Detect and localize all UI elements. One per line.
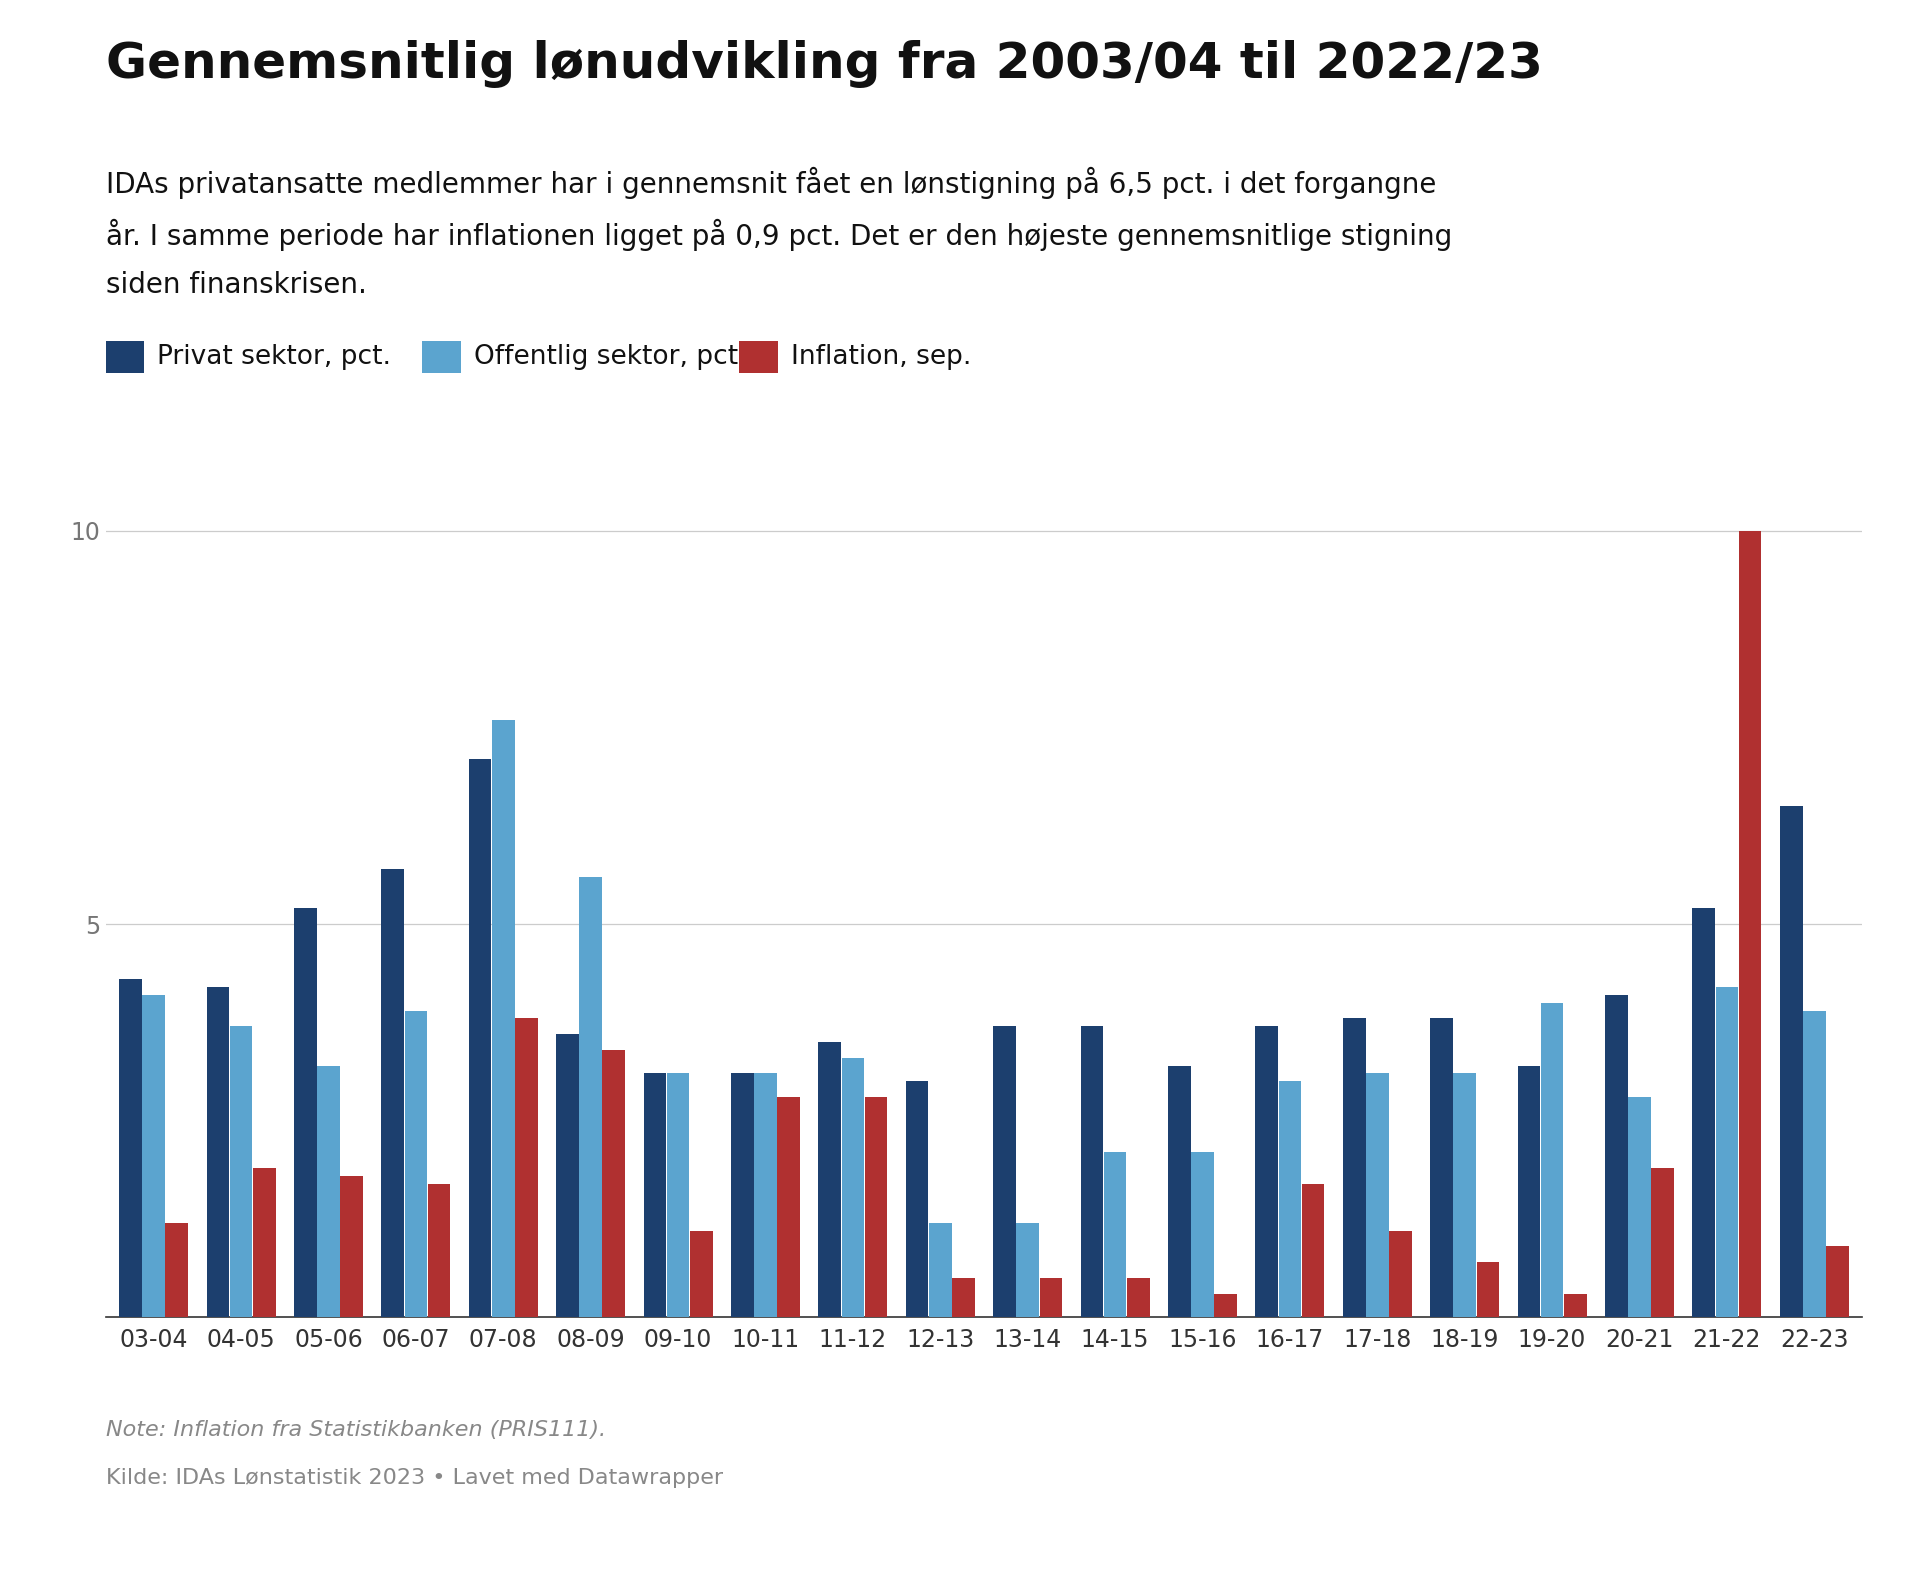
Bar	[1517, 1065, 1540, 1317]
Bar	[1565, 1293, 1586, 1317]
Bar	[207, 987, 228, 1317]
Bar	[689, 1232, 712, 1317]
Bar	[119, 979, 142, 1317]
Bar	[1167, 1065, 1190, 1317]
Bar	[230, 1027, 252, 1317]
Bar	[1780, 806, 1803, 1317]
Bar	[1127, 1278, 1150, 1317]
Bar	[1016, 1224, 1039, 1317]
Bar	[1342, 1019, 1365, 1317]
Bar	[1628, 1097, 1651, 1317]
Bar	[142, 995, 165, 1317]
Bar	[515, 1019, 538, 1317]
Bar	[382, 870, 403, 1317]
Bar	[1453, 1073, 1476, 1317]
Bar	[1365, 1073, 1388, 1317]
Bar	[1540, 1003, 1563, 1317]
Bar	[1692, 908, 1715, 1317]
Bar	[253, 1168, 276, 1317]
Bar	[818, 1043, 841, 1317]
Bar	[428, 1184, 451, 1317]
Bar	[778, 1097, 801, 1317]
Bar	[1476, 1262, 1500, 1317]
Bar	[841, 1057, 864, 1317]
Bar	[1279, 1081, 1302, 1317]
Text: Kilde: IDAs Lønstatistik 2023 • Lavet med Datawrapper: Kilde: IDAs Lønstatistik 2023 • Lavet me…	[106, 1468, 722, 1489]
Bar	[1039, 1278, 1062, 1317]
Bar	[1302, 1184, 1325, 1317]
Bar	[1081, 1027, 1104, 1317]
Bar	[580, 878, 603, 1317]
Text: Inflation, sep.: Inflation, sep.	[791, 344, 972, 370]
Text: Offentlig sektor, pct: Offentlig sektor, pct	[474, 344, 739, 370]
Text: Gennemsnitlig lønudvikling fra 2003/04 til 2022/23: Gennemsnitlig lønudvikling fra 2003/04 t…	[106, 40, 1542, 87]
Bar	[165, 1224, 188, 1317]
Bar	[294, 908, 317, 1317]
Bar	[405, 1011, 428, 1317]
Bar	[1104, 1152, 1127, 1317]
Bar	[557, 1035, 580, 1317]
Bar	[666, 1073, 689, 1317]
Text: Privat sektor, pct.: Privat sektor, pct.	[157, 344, 392, 370]
Bar	[929, 1224, 952, 1317]
Bar	[1430, 1019, 1453, 1317]
Bar	[1213, 1293, 1236, 1317]
Bar	[468, 759, 492, 1317]
Bar	[1651, 1168, 1674, 1317]
Bar	[1826, 1246, 1849, 1317]
Bar	[340, 1176, 363, 1317]
Bar	[1605, 995, 1628, 1317]
Text: Note: Inflation fra Statistikbanken (PRIS111).: Note: Inflation fra Statistikbanken (PRI…	[106, 1420, 605, 1441]
Bar	[1190, 1152, 1213, 1317]
Bar	[732, 1073, 755, 1317]
Bar	[993, 1027, 1016, 1317]
Text: IDAs privatansatte medlemmer har i gennemsnit fået en lønstigning på 6,5 pct. i : IDAs privatansatte medlemmer har i genne…	[106, 167, 1436, 198]
Bar	[492, 719, 515, 1317]
Bar	[864, 1097, 887, 1317]
Bar	[643, 1073, 666, 1317]
Text: år. I samme periode har inflationen ligget på 0,9 pct. Det er den højeste gennem: år. I samme periode har inflationen ligg…	[106, 219, 1452, 251]
Bar	[1740, 532, 1761, 1317]
Bar	[906, 1081, 929, 1317]
Bar	[317, 1065, 340, 1317]
Bar	[755, 1073, 778, 1317]
Bar	[1716, 987, 1738, 1317]
Bar	[952, 1278, 975, 1317]
Bar	[603, 1051, 626, 1317]
Bar	[1256, 1027, 1279, 1317]
Text: siden finanskrisen.: siden finanskrisen.	[106, 271, 367, 300]
Bar	[1803, 1011, 1826, 1317]
Bar	[1388, 1232, 1411, 1317]
